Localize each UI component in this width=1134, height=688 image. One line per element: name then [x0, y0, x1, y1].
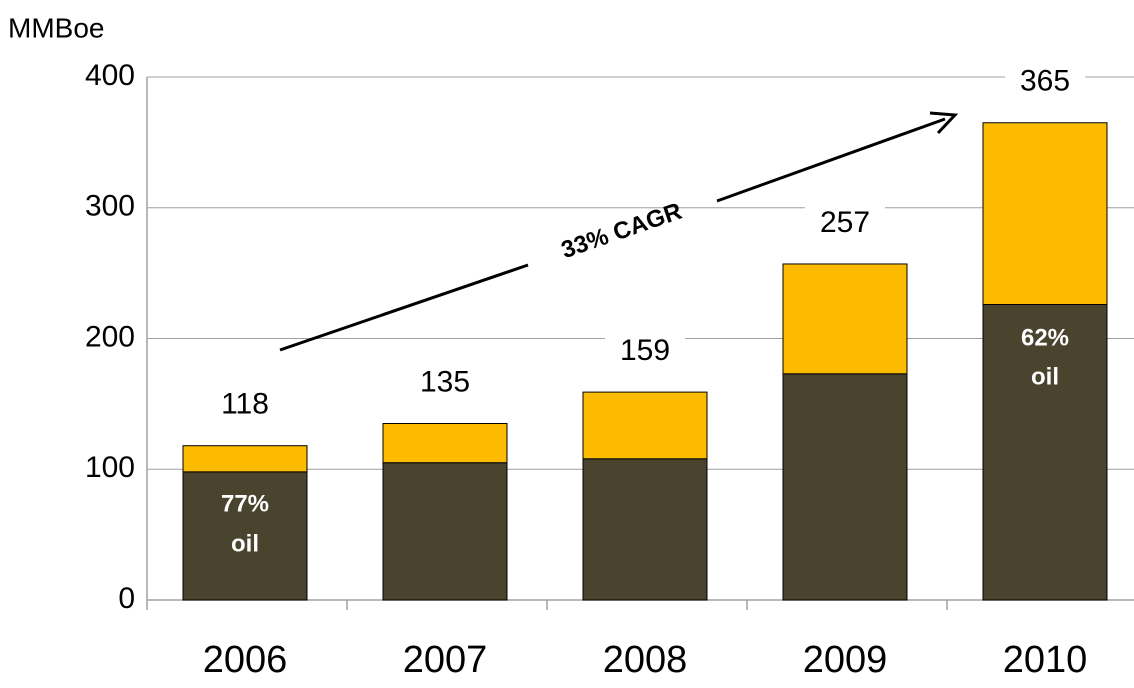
bar-segment	[382, 462, 508, 601]
total-label: 118	[221, 388, 269, 421]
bar-annotation: 77%	[221, 490, 269, 517]
plot: 0 100 200 300 400 2006 118 2007 135 2008 159 2009 25…	[85, 59, 1134, 681]
bar-segment	[582, 391, 708, 460]
y-tick-label: 400	[85, 59, 135, 92]
total-label: 135	[420, 365, 470, 398]
label-bg	[605, 334, 685, 371]
x-tick-label: 2010	[1003, 639, 1088, 681]
bar-segment	[182, 471, 308, 601]
arrow-line	[716, 117, 946, 203]
bar-segment	[782, 263, 908, 375]
label-bg	[405, 365, 485, 402]
bar-segment	[982, 304, 1108, 601]
bar-segment	[582, 458, 708, 601]
x-tick-label: 2009	[803, 639, 888, 681]
x-tick-label: 2006	[203, 639, 288, 681]
bar-segment	[982, 122, 1108, 306]
label-bg	[205, 387, 285, 424]
arrow-head	[929, 111, 959, 135]
total-label: 365	[1020, 65, 1070, 98]
bar-annotation: 62%	[1021, 324, 1069, 351]
arrow-line	[279, 263, 529, 352]
bar-annotation: oil	[1031, 363, 1059, 390]
y-tick-label: 300	[85, 190, 135, 223]
total-label: 159	[620, 334, 670, 367]
y-tick-label: 100	[85, 451, 135, 484]
bar-segment	[782, 373, 908, 601]
bar-segment	[182, 445, 308, 473]
y-tick-label: 200	[85, 320, 135, 353]
x-tick-label: 2007	[403, 639, 488, 681]
label-bg	[1005, 64, 1085, 101]
bar-annotation: oil	[231, 530, 259, 557]
y-axis-label: MMBoe	[8, 12, 104, 43]
label-bg	[805, 205, 885, 242]
bar-segment	[382, 422, 508, 464]
x-tick-label: 2008	[603, 639, 688, 681]
y-tick-label: 0	[118, 582, 135, 615]
total-label: 257	[820, 206, 870, 239]
